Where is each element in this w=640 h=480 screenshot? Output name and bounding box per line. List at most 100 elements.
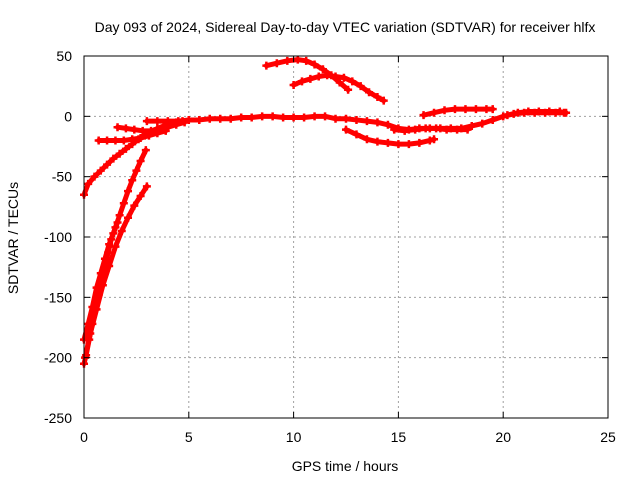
data-point [96,166,105,175]
data-point [111,242,120,251]
data-point [373,118,382,127]
data-series-3 [81,182,151,362]
data-point [488,105,497,114]
data-point [119,199,128,208]
data-point [461,105,470,114]
data-point [394,140,403,149]
data-point [130,125,139,134]
data-point [115,211,124,220]
series-trace [343,127,437,147]
data-point [379,96,388,105]
data-point [117,226,126,235]
data-point [373,93,382,102]
data-point [147,126,156,135]
data-point [344,85,353,94]
x-tick-label: 15 [391,429,407,445]
data-point [430,108,439,117]
data-series-13 [503,107,568,120]
data-point [323,71,332,80]
data-point [513,108,522,117]
data-point [121,124,130,133]
x-tick-label: 10 [286,429,302,445]
x-axis-label: GPS time / hours [292,458,399,474]
data-point [419,111,428,120]
data-point [442,125,451,134]
data-series-7 [142,108,571,134]
data-point [559,108,568,117]
data-point [153,117,162,126]
y-tick-label: 50 [56,48,72,64]
x-tick-label: 25 [600,429,616,445]
data-point [92,305,101,314]
data-point [318,65,327,74]
data-series-12 [390,124,472,135]
data-point [348,77,357,86]
data-point [362,135,371,144]
x-tick-label: 5 [185,429,193,445]
data-point [383,120,392,129]
y-tick-label: -200 [44,350,72,366]
data-point [373,137,382,146]
data-point [352,130,361,139]
data-point [279,113,288,122]
data-point [84,179,93,188]
data-point [142,117,151,126]
data-point [103,136,112,145]
data-point [467,121,476,130]
data-point [155,125,164,134]
data-point [115,149,124,158]
data-series-11 [419,105,497,120]
data-point [404,140,413,149]
data-point [205,114,214,123]
data-point [136,156,145,165]
data-point [132,166,141,175]
data-point [390,125,399,134]
data-point [272,59,281,68]
data-point [289,113,298,122]
data-point [136,191,145,200]
data-point [111,136,120,145]
x-tick-label: 0 [80,429,88,445]
data-point [247,113,256,122]
data-point [503,111,512,120]
data-point [534,107,543,116]
data-point [174,117,183,126]
data-point [314,72,323,81]
data-point [342,114,350,123]
axis-ticks: 0 5 10 15 20 25 -250 -200 -150 -100 -50 0 50 [44,48,616,445]
data-point [362,117,371,126]
data-point [130,201,139,210]
data-point [293,55,302,64]
data-point [289,80,298,89]
data-point [310,60,319,69]
y-tick-label: 0 [64,108,72,124]
data-point [331,114,340,123]
data-point [128,176,137,185]
data-point [138,126,147,135]
data-point [268,112,277,121]
data-point [142,182,151,191]
data-point [356,82,365,91]
data-point [302,56,311,65]
data-point [109,229,118,238]
y-tick-label: -150 [44,289,72,305]
data-point [109,154,118,163]
data-point [488,115,497,124]
data-point [352,115,361,124]
data-series-layer [80,55,571,368]
data-point [195,115,204,124]
y-tick-label: -250 [44,410,72,426]
data-point [524,107,533,116]
data-point [300,113,309,122]
data-point [94,136,103,145]
data-point [283,56,292,65]
data-point [216,114,225,123]
data-point [226,114,235,123]
data-point [297,77,306,86]
data-point [124,213,133,222]
chart-title: Day 093 of 2024, Sidereal Day-to-day VTE… [95,19,596,35]
data-point [335,78,344,87]
data-point [90,172,99,181]
data-point [262,61,271,70]
